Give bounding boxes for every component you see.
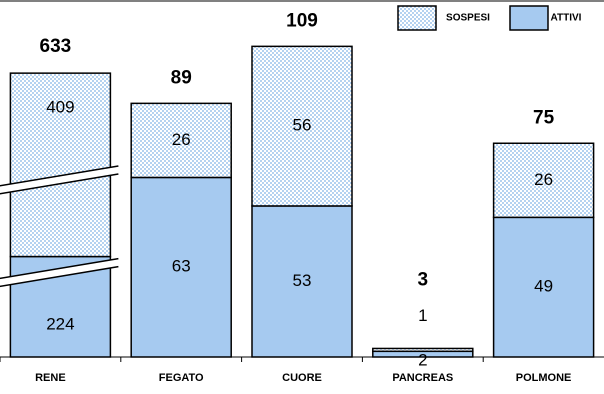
legend-swatch — [397, 5, 437, 31]
bar-segment — [130, 102, 232, 179]
x-tick-label: RENE — [35, 372, 66, 384]
axis-break — [0, 258, 119, 287]
segment-label: 26 — [172, 130, 191, 149]
axis-break-edge — [0, 165, 119, 187]
x-tick-label: FEGATO — [159, 372, 204, 384]
legend-label: SOSPESI — [446, 13, 490, 24]
total-label: 3 — [418, 269, 429, 290]
total-label: 633 — [40, 36, 72, 57]
x-tick-label: PANCREAS — [392, 372, 453, 384]
segment-label: 49 — [534, 277, 553, 296]
bar-segment — [251, 45, 353, 207]
axis-break — [0, 166, 119, 194]
segment-label: 409 — [46, 98, 74, 117]
total-label: 109 — [286, 10, 318, 31]
x-tick-label: POLMONE — [516, 372, 572, 384]
total-label: 75 — [533, 107, 555, 128]
legend-label: ATTIVI — [551, 13, 582, 24]
segment-label: 1 — [418, 306, 427, 325]
segment-label: 63 — [172, 257, 191, 276]
axis-break-edge — [0, 265, 119, 288]
segment-label: 53 — [293, 271, 312, 290]
bar-segment — [251, 205, 353, 358]
bar-segment — [492, 142, 595, 219]
segment-label: 2 — [418, 350, 427, 369]
axis-break-edge — [0, 173, 119, 195]
x-tick-label: CUORE — [282, 372, 322, 384]
bar-segment — [9, 72, 112, 258]
bar-segment — [372, 347, 474, 353]
bar-segment — [492, 216, 595, 358]
segment-label: 26 — [534, 170, 553, 189]
bar-segment — [130, 176, 232, 358]
axis-break-edge — [0, 257, 119, 280]
legend-swatch — [509, 5, 549, 31]
segment-label: 56 — [293, 116, 312, 135]
total-label: 89 — [171, 67, 192, 88]
segment-label: 224 — [46, 314, 74, 333]
